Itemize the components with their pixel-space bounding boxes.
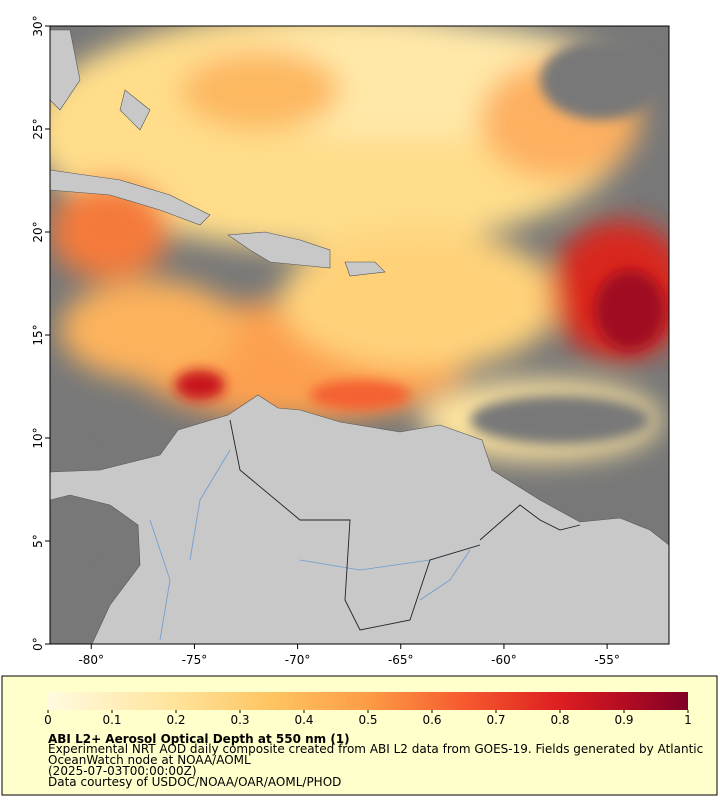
description-line: Data courtesy of USDOC/NOAA/OAR/AOML/PHO… (48, 775, 341, 789)
x-tick-label: -65° (388, 653, 414, 667)
y-tick-label: 25° (31, 118, 45, 139)
y-tick-label: 10° (31, 427, 45, 448)
colorbar-tick-label: 0.6 (422, 713, 441, 727)
x-tick-label: -70° (285, 653, 311, 667)
y-tick-label: 0° (31, 637, 45, 651)
x-tick-label: -60° (491, 653, 517, 667)
y-tick-label: 20° (31, 221, 45, 242)
y-tick-label: 5° (31, 534, 45, 548)
colorbar-tick-label: 0.8 (550, 713, 569, 727)
colorbar-tick-label: 0.5 (358, 713, 377, 727)
x-tick-label: -75° (182, 653, 208, 667)
colorbar (48, 692, 688, 710)
description-line: Experimental NRT AOD daily composite cre… (48, 742, 703, 756)
colorbar-tick-label: 0.1 (102, 713, 121, 727)
land (50, 29, 669, 644)
colorbar-tick-label: 0.9 (614, 713, 633, 727)
colorbar-tick-label: 0.3 (230, 713, 249, 727)
colorbar-tick-label: 0.4 (294, 713, 313, 727)
y-tick-label: 30° (31, 15, 45, 36)
description-line: OceanWatch node at NOAA/AOML (48, 753, 251, 767)
y-tick-label: 15° (31, 324, 45, 345)
map-title: ABI L2+ Aerosol Optical Depth at 550 nm … (48, 732, 350, 746)
colorbar-tick-label: 0.7 (486, 713, 505, 727)
map-field (50, 26, 669, 644)
colorbar-tick-label: 0.2 (166, 713, 185, 727)
x-tick-label: -55° (594, 653, 620, 667)
description-line: (2025-07-03T00:00:00Z) (48, 764, 197, 778)
x-tick-label: -80° (78, 653, 104, 667)
colorbar-tick-label: 1 (684, 713, 692, 727)
colorbar-tick-label: 0 (44, 713, 52, 727)
